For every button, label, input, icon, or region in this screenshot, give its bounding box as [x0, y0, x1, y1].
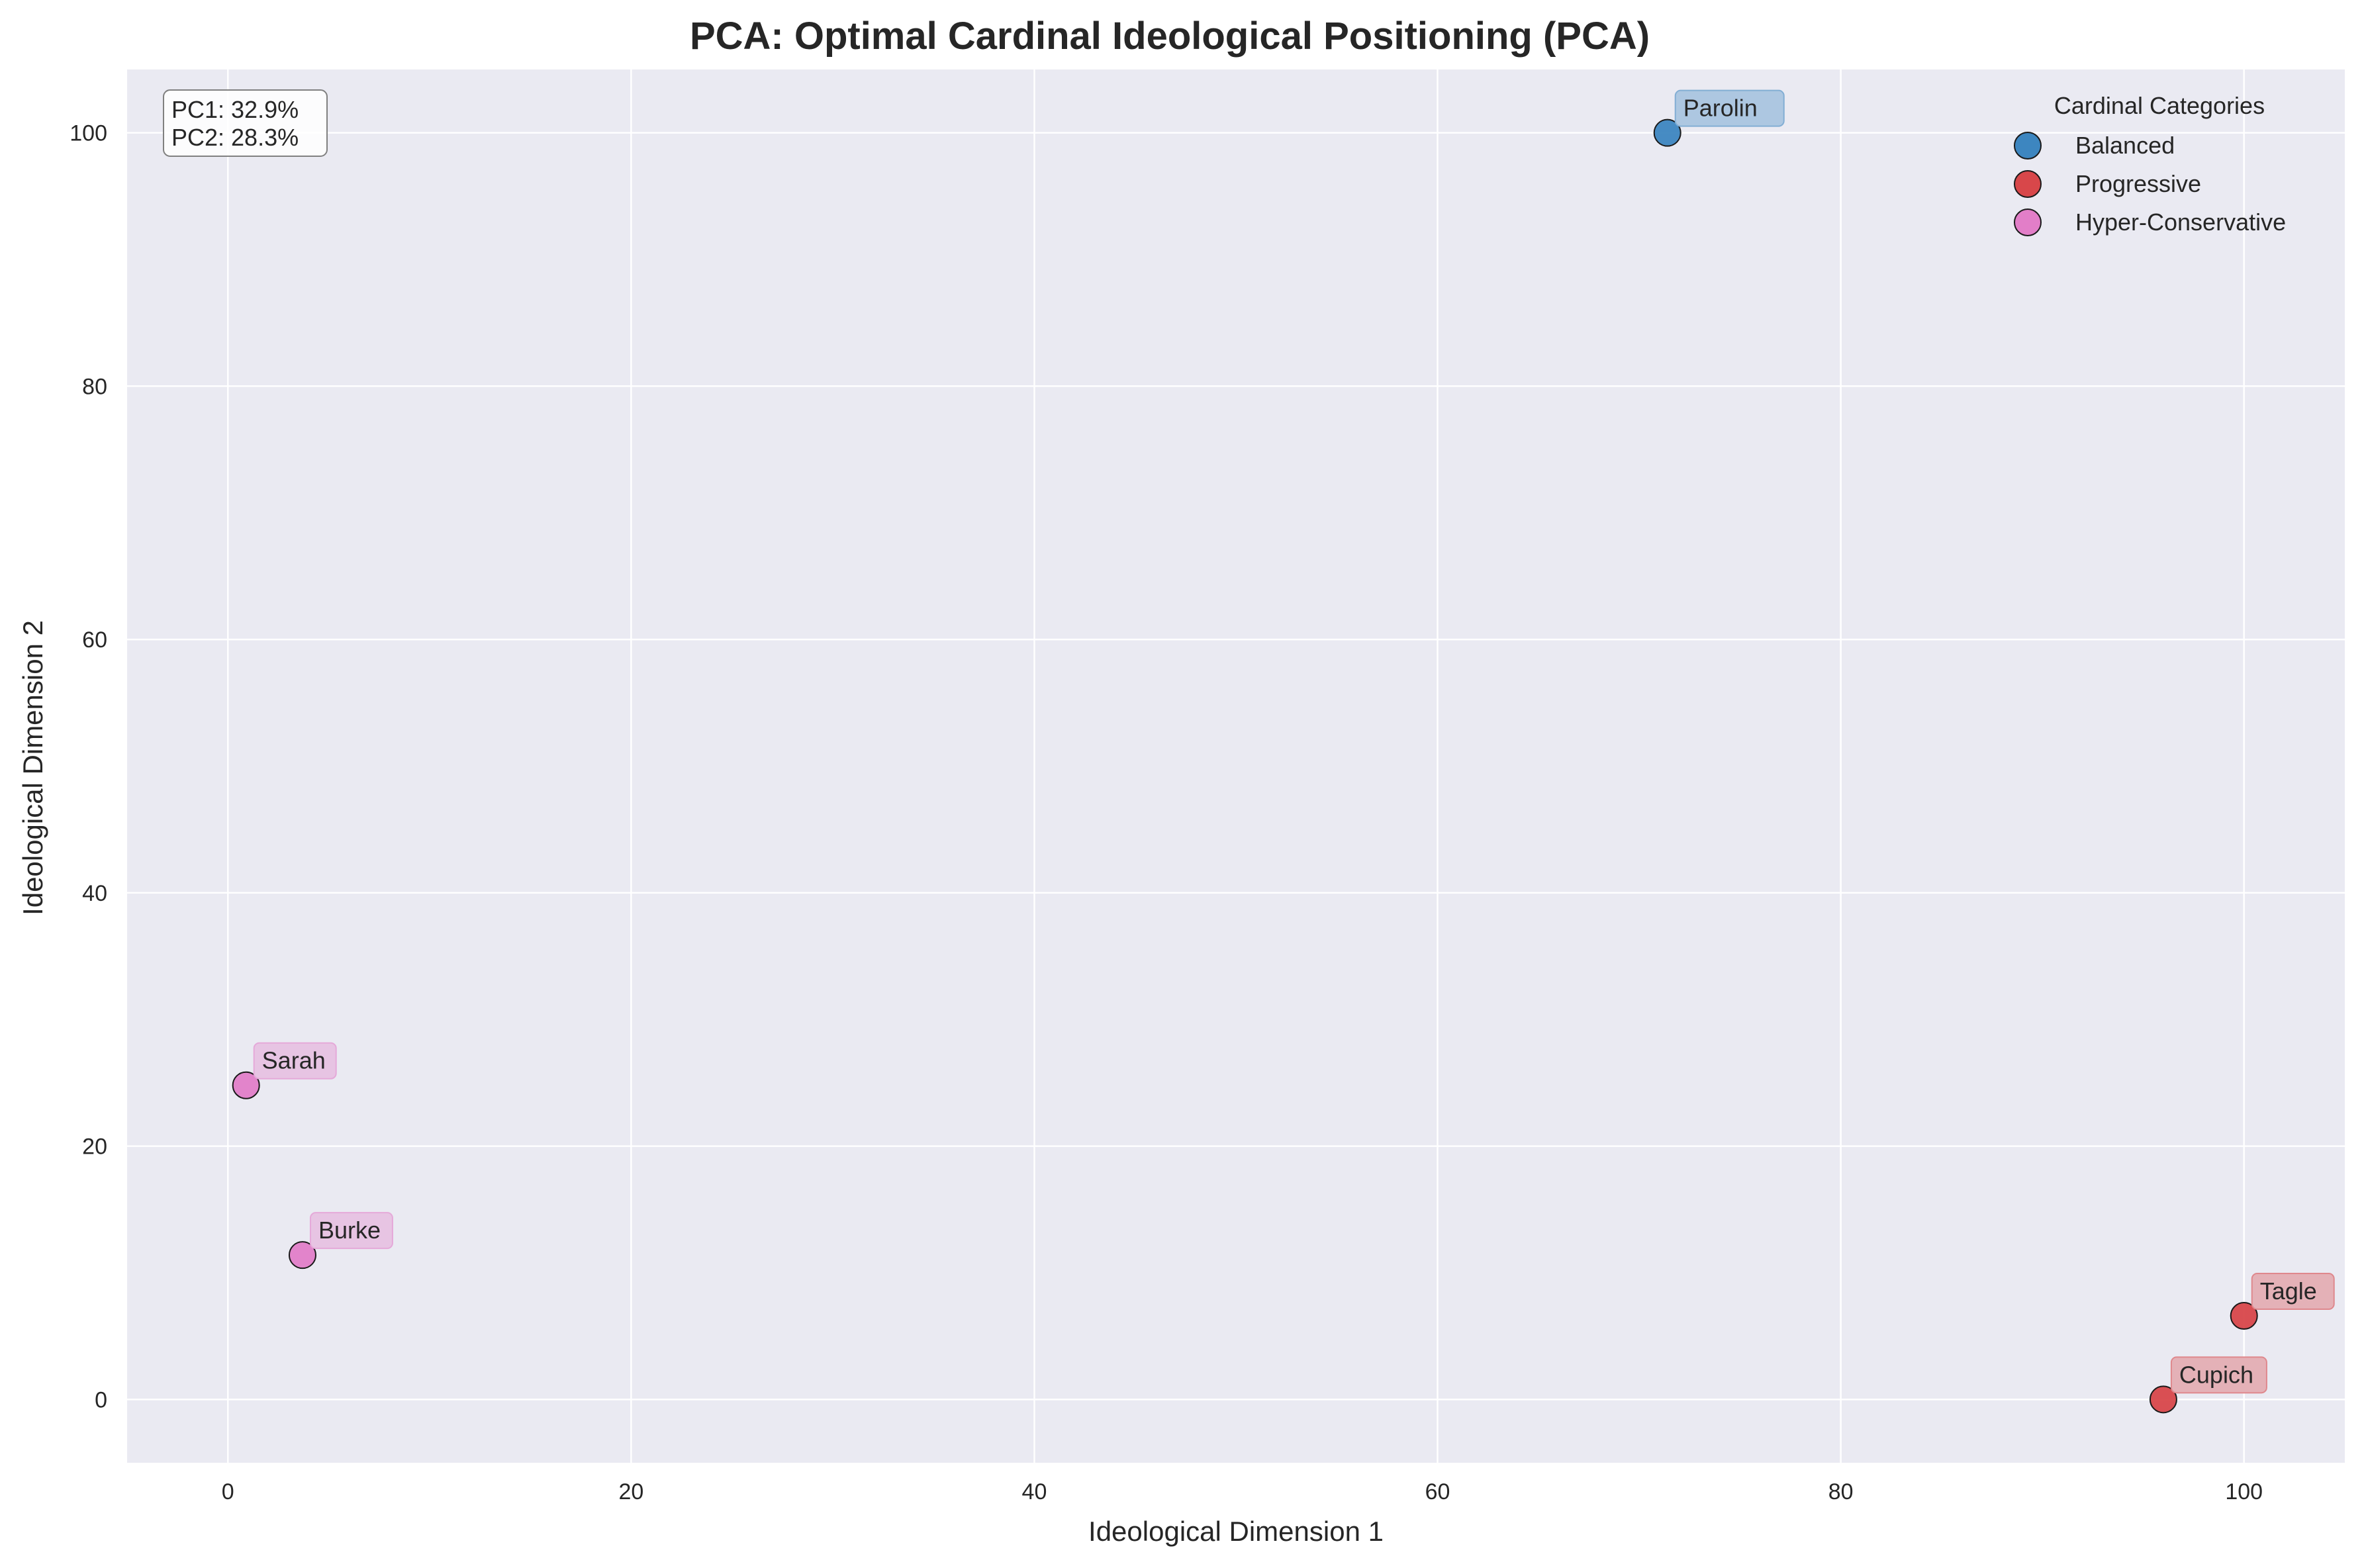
point-cupich: Cupich [2149, 1356, 2267, 1414]
legend-item-balanced: Balanced [2014, 132, 2175, 160]
point-label-box [253, 1042, 337, 1080]
point-marker [232, 1071, 260, 1099]
point-label-box [309, 1212, 393, 1250]
point-label-box [1674, 89, 1785, 127]
x-tick-label: 60 [1425, 1479, 1450, 1504]
y-tick-label: 100 [70, 121, 107, 146]
point-label-box [2170, 1356, 2267, 1394]
point-label: Cupich [2179, 1361, 2253, 1388]
pc2-variance-text: PC2: 28.3% [171, 124, 299, 151]
data-points: Parolin Sarah Burke Tagle Cupich [232, 89, 2335, 1414]
point-sarah: Sarah [232, 1042, 337, 1099]
x-tick-label: 0 [222, 1479, 234, 1504]
x-tick-label: 20 [618, 1479, 643, 1504]
point-label: Parolin [1683, 95, 1758, 122]
x-tick-label: 100 [2225, 1479, 2263, 1504]
pc1-variance-text: PC1: 32.9% [171, 96, 299, 123]
legend-title: Cardinal Categories [2054, 92, 2265, 119]
y-tick-label: 80 [82, 374, 107, 399]
point-parolin: Parolin [1653, 89, 1785, 147]
x-tick-label: 80 [1828, 1479, 1854, 1504]
y-axis-label: Ideological Dimension 2 [17, 620, 48, 915]
point-marker [2149, 1385, 2177, 1414]
point-marker [2230, 1302, 2258, 1330]
axis-ticks: 0 20 40 60 80 100 0 20 40 60 80 100 [70, 121, 2263, 1504]
point-label-box [2251, 1273, 2335, 1311]
y-tick-label: 60 [82, 627, 107, 653]
x-tick-label: 40 [1022, 1479, 1047, 1504]
y-tick-label: 0 [95, 1387, 107, 1412]
legend-label: Hyper-Conservative [2075, 208, 2286, 236]
legend-label: Balanced [2075, 132, 2175, 159]
chart-title: PCA: Optimal Cardinal Ideological Positi… [690, 15, 1650, 58]
legend-item-hyper-conservative: Hyper-Conservative [2014, 208, 2286, 236]
point-label: Burke [318, 1217, 381, 1244]
y-tick-label: 20 [82, 1134, 107, 1160]
legend-marker [2014, 170, 2042, 198]
point-label: Tagle [2260, 1277, 2317, 1305]
legend-marker [2014, 132, 2042, 160]
point-burke: Burke [288, 1212, 393, 1269]
x-axis-label: Ideological Dimension 1 [1088, 1516, 1384, 1547]
y-tick-label: 40 [82, 881, 107, 906]
plot-area [127, 69, 2345, 1463]
legend-label: Progressive [2075, 170, 2201, 197]
legend-marker [2014, 208, 2042, 236]
legend-item-progressive: Progressive [2014, 170, 2201, 198]
point-marker [1653, 118, 1681, 147]
point-tagle: Tagle [2230, 1273, 2335, 1330]
legend: Cardinal Categories Balanced Progressive H… [2014, 92, 2286, 236]
point-label: Sarah [262, 1047, 326, 1074]
variance-box: PC1: 32.9% PC2: 28.3% [163, 89, 328, 157]
grid-lines [127, 69, 2345, 1463]
point-marker [288, 1241, 316, 1269]
